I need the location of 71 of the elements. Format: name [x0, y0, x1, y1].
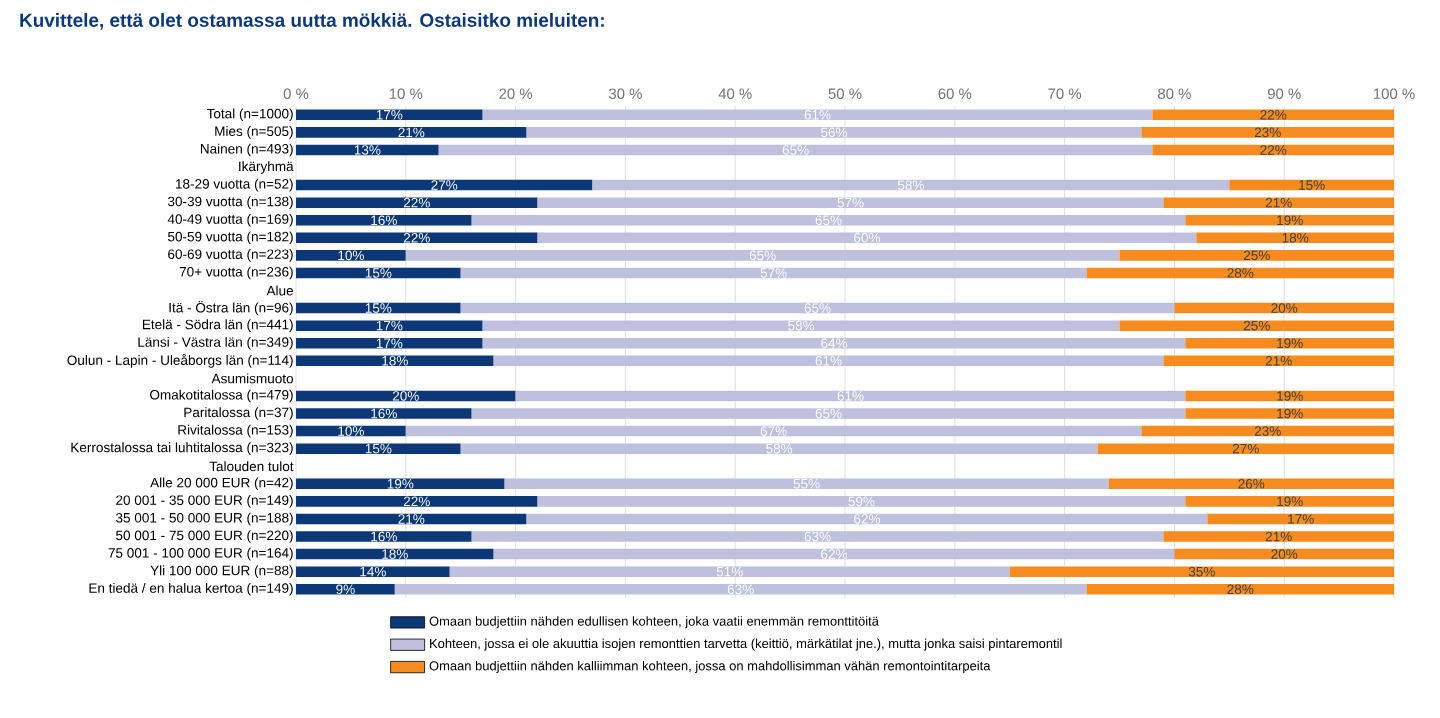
bar — [394, 583, 1087, 595]
bar — [537, 197, 1164, 208]
bar — [482, 320, 1120, 331]
bar — [1108, 478, 1395, 490]
bar — [296, 267, 461, 279]
bar — [526, 513, 1208, 525]
bar — [296, 232, 538, 244]
bar — [460, 443, 1098, 454]
bar — [296, 408, 472, 419]
bar — [296, 496, 538, 507]
bar — [405, 250, 1120, 261]
bar — [438, 144, 1153, 156]
bar — [296, 250, 406, 261]
bar — [296, 478, 505, 490]
bar — [460, 302, 1175, 314]
bar — [482, 337, 1186, 349]
bar — [296, 179, 593, 191]
bar — [493, 548, 1175, 560]
bar — [1185, 496, 1395, 507]
bar — [1163, 355, 1395, 367]
bar — [592, 179, 1230, 191]
bar — [537, 496, 1186, 507]
bar — [296, 127, 527, 138]
bar — [1086, 583, 1395, 595]
bar — [296, 513, 527, 525]
bar — [1152, 144, 1395, 156]
bar — [1086, 267, 1395, 279]
bar — [405, 425, 1142, 437]
bar — [537, 232, 1197, 244]
bar — [1163, 197, 1395, 208]
bar — [471, 214, 1186, 226]
bar — [296, 214, 472, 226]
bar — [296, 197, 538, 208]
bar — [1141, 425, 1395, 437]
bar — [526, 127, 1142, 138]
bar — [1009, 566, 1395, 577]
bar — [1185, 214, 1395, 226]
bar — [1141, 127, 1395, 138]
bar — [296, 443, 461, 454]
bar — [1196, 232, 1395, 244]
bar — [1174, 302, 1395, 314]
bar — [460, 267, 1087, 279]
bar — [471, 408, 1186, 419]
bar — [1174, 548, 1395, 560]
bar — [1163, 531, 1395, 542]
bar — [1207, 513, 1395, 525]
bar — [1185, 337, 1395, 349]
bar — [296, 109, 483, 121]
bar — [1229, 179, 1395, 191]
bar — [296, 531, 472, 542]
bar — [1185, 390, 1395, 402]
bar — [515, 390, 1186, 402]
bar — [296, 320, 483, 331]
bar — [449, 566, 1010, 577]
bar — [1119, 320, 1395, 331]
bar — [296, 144, 439, 156]
bar — [1152, 109, 1395, 121]
bar — [504, 478, 1109, 490]
bar — [296, 355, 494, 367]
bar — [1185, 408, 1395, 419]
bar — [1097, 443, 1395, 454]
bar — [482, 109, 1153, 121]
bar — [296, 548, 494, 560]
bar — [1119, 250, 1395, 261]
bar — [471, 531, 1164, 542]
bar — [296, 566, 450, 577]
bar — [296, 390, 516, 402]
bar — [296, 302, 461, 314]
bar — [493, 355, 1164, 367]
bar — [296, 337, 483, 349]
chart-title: Kuvittele, että olet ostamassa uutta mökkiä. Ostaisitko mieluiten: — [20, 13, 604, 30]
